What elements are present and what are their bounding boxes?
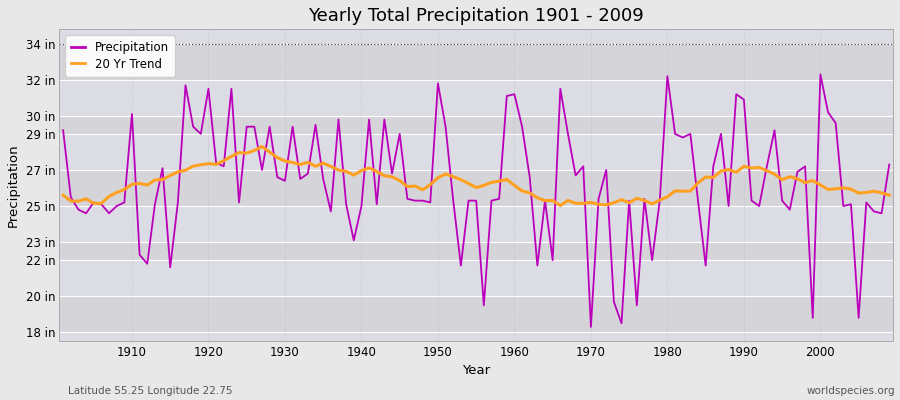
- Bar: [59, 170, 893, 206]
- Bar: [59, 116, 893, 134]
- Title: Yearly Total Precipitation 1901 - 2009: Yearly Total Precipitation 1901 - 2009: [309, 7, 644, 25]
- Bar: [59, 242, 893, 260]
- Legend: Precipitation, 20 Yr Trend: Precipitation, 20 Yr Trend: [65, 35, 175, 76]
- Text: worldspecies.org: worldspecies.org: [807, 386, 896, 396]
- Y-axis label: Precipitation: Precipitation: [7, 144, 20, 227]
- Bar: [59, 296, 893, 332]
- Bar: [59, 44, 893, 80]
- X-axis label: Year: Year: [462, 364, 490, 377]
- Text: Latitude 55.25 Longitude 22.75: Latitude 55.25 Longitude 22.75: [68, 386, 232, 396]
